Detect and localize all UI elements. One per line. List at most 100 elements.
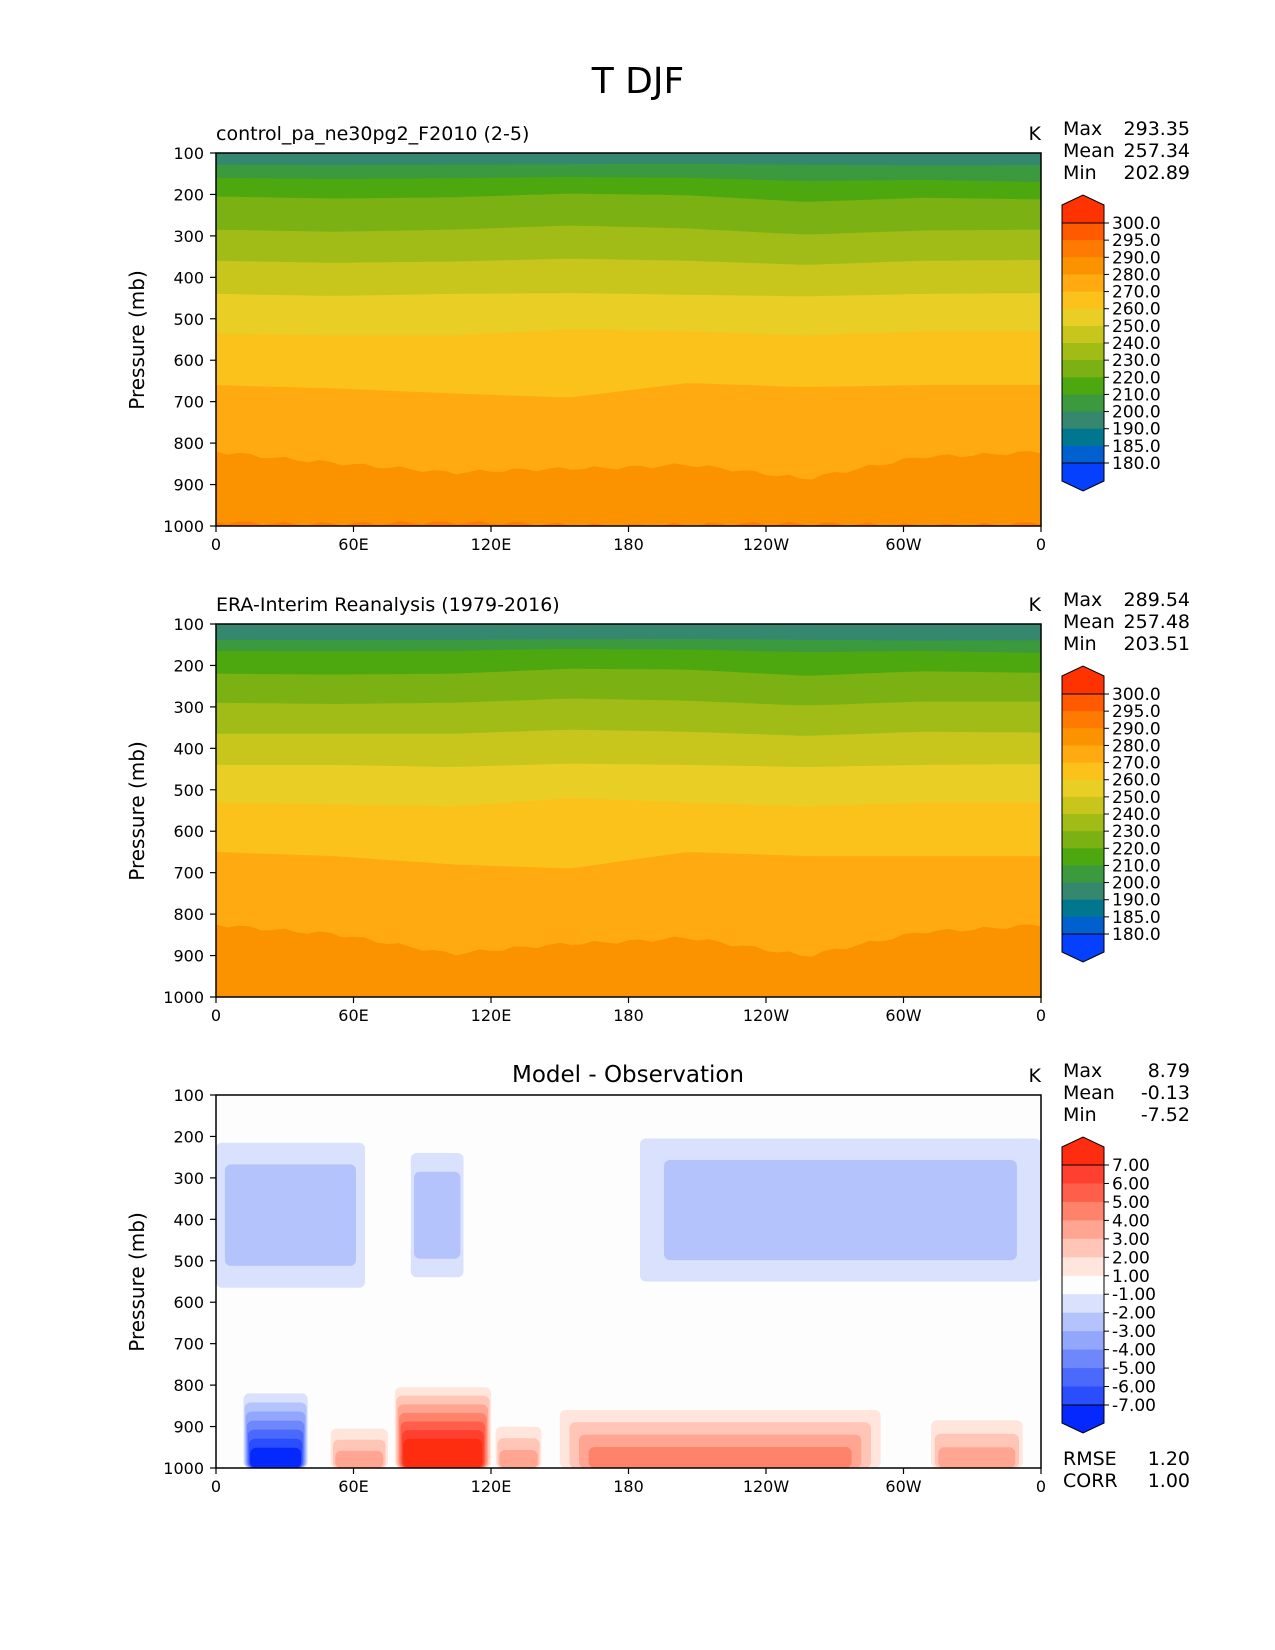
colorbar-tick-label: 6.00 (1112, 1174, 1150, 1194)
colorbar-extend-max (1061, 665, 1105, 695)
panel-model: control_pa_ne30pg2_F2010 (2-5) K Pressur… (125, 118, 1190, 554)
colorbar-tick-label: 230.0 (1112, 822, 1161, 842)
colorbar-tick-label: 270.0 (1112, 754, 1161, 774)
xtick-label: 60W (885, 535, 921, 554)
xtick-label: 120W (743, 1006, 790, 1025)
xtick-label: 180 (613, 1477, 644, 1496)
stats-model: Max 293.35 Mean 257.34 Min 202.89 (1063, 118, 1190, 184)
colorbar-tick-label: 1.00 (1112, 1267, 1150, 1287)
colorbar-segment (1062, 865, 1104, 883)
anomaly-neg-1 (664, 1160, 1017, 1261)
stat-mean-value: 257.48 (1124, 611, 1190, 633)
contour-band-290 (216, 520, 1041, 526)
anomaly-neg-6 (250, 1447, 302, 1468)
colorbar-tick-label: 300.0 (1112, 685, 1161, 705)
colorbar-segment (1062, 360, 1104, 378)
anomaly-pos-3 (588, 1447, 852, 1468)
ytick-label: 200 (173, 1127, 204, 1146)
ytick-label: 900 (173, 1418, 204, 1437)
stat-max-value: 289.54 (1124, 589, 1190, 611)
xtick-label: 0 (211, 535, 221, 554)
ytick-label: 700 (173, 1335, 204, 1354)
colorbar-tick-label: 190.0 (1112, 891, 1161, 911)
colorbar-segment (1062, 711, 1104, 729)
colorbar-tick-label: 4.00 (1112, 1211, 1150, 1231)
contour-field-observation (216, 624, 1041, 997)
metric-rmse-value: 1.20 (1148, 1448, 1190, 1470)
colorbar-segment (1062, 1220, 1104, 1240)
ytick-label: 600 (173, 1293, 204, 1312)
stat-max-value: 8.79 (1148, 1060, 1190, 1082)
ytick-label: 1000 (163, 988, 204, 1007)
panel-title-model: control_pa_ne30pg2_F2010 (2-5) (216, 123, 529, 145)
colorbar-tick-label: 200.0 (1112, 874, 1161, 894)
colorbar-tick-label: 2.00 (1112, 1248, 1150, 1268)
metric-rmse-label: RMSE (1063, 1448, 1117, 1470)
xtick-label: 0 (211, 1006, 221, 1025)
units-label-difference: K (1029, 1065, 1042, 1087)
figure-title: T DJF (591, 61, 684, 102)
colorbar-segment (1062, 257, 1104, 275)
ytick-label: 100 (173, 1086, 204, 1105)
colorbar-tick-label: 5.00 (1112, 1193, 1150, 1213)
ytick-label: 800 (173, 905, 204, 924)
colorbar-tick-label: 300.0 (1112, 214, 1161, 234)
colorbar-segment (1062, 377, 1104, 395)
colorbar-tick-label: 185.0 (1112, 437, 1161, 457)
colorbar-segment (1062, 1331, 1104, 1351)
colorbar-tick-label: 210.0 (1112, 856, 1161, 876)
xtick-label: 0 (1036, 1006, 1046, 1025)
colorbar-tick-label: -3.00 (1112, 1322, 1156, 1342)
colorbar-tick-label: 290.0 (1112, 248, 1161, 268)
colorbar-tick-label: 260.0 (1112, 771, 1161, 791)
ytick-label: 500 (173, 1252, 204, 1271)
colorbar-tick-label: 190.0 (1112, 420, 1161, 440)
anomaly-pos-7 (404, 1447, 481, 1468)
colorbar-segment (1062, 325, 1104, 344)
ytick-label: 300 (173, 227, 204, 246)
panel-difference: Model - Observation K Pressure (mb) 100 2… (125, 1060, 1190, 1496)
stat-mean-label: Mean (1063, 611, 1115, 633)
ytick-label: 1000 (163, 1459, 204, 1478)
xtick-label: 120E (471, 1006, 512, 1025)
colorbar-tick-label: 180.0 (1112, 454, 1161, 474)
xtick-label: 180 (613, 535, 644, 554)
colorbar-segment (1062, 745, 1104, 763)
ytick-label: 600 (173, 822, 204, 841)
colorbar-segment (1062, 762, 1104, 781)
colorbar-segment (1062, 1201, 1104, 1221)
units-label-observation: K (1029, 594, 1042, 616)
units-label-model: K (1029, 123, 1042, 145)
colorbar-segment (1062, 1312, 1104, 1332)
colorbar-segment (1062, 1386, 1104, 1406)
colorbar-segment (1062, 394, 1104, 412)
colorbar-segment (1062, 796, 1104, 815)
colorbar-difference: 7.006.005.004.003.002.001.00-1.00-2.00-3… (1061, 1136, 1156, 1434)
colorbar-extend-min (1061, 933, 1105, 963)
colorbar-segment (1062, 882, 1104, 901)
colorbar-segment (1062, 274, 1104, 292)
colorbar-tick-label: 180.0 (1112, 925, 1161, 945)
xtick-label: 60W (885, 1477, 921, 1496)
ytick-label: 700 (173, 393, 204, 412)
contour-band-280 (216, 451, 1041, 526)
colorbar-tick-label: 240.0 (1112, 805, 1161, 825)
colorbar-tick-label: -1.00 (1112, 1285, 1156, 1305)
panel-observation: ERA-Interim Reanalysis (1979-2016) K Pre… (125, 589, 1190, 1025)
colorbar-segment (1062, 1349, 1104, 1369)
colorbar-tick-label: 260.0 (1112, 300, 1161, 320)
ytick-label: 400 (173, 1210, 204, 1229)
colorbar-tick-label: 3.00 (1112, 1230, 1150, 1250)
xtick-label: 60E (338, 1006, 368, 1025)
anomaly-neg-1 (224, 1164, 356, 1266)
ylabel-difference: Pressure (mb) (125, 1212, 149, 1352)
contour-field-model (216, 153, 1041, 526)
ytick-label: 800 (173, 1376, 204, 1395)
colorbar-tick-label: -6.00 (1112, 1378, 1156, 1398)
colorbar-segment (1062, 1257, 1104, 1277)
colorbar-segment (1062, 411, 1104, 430)
metrics-difference: RMSE 1.20 CORR 1.00 (1063, 1448, 1190, 1492)
colorbar-tick-label: 220.0 (1112, 839, 1161, 859)
xtick-label: 0 (211, 1477, 221, 1496)
